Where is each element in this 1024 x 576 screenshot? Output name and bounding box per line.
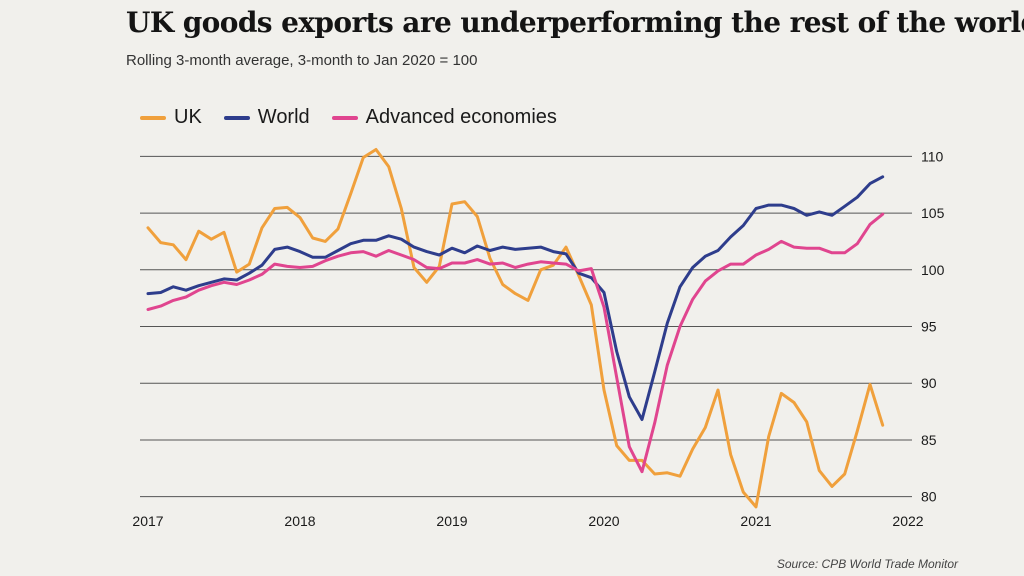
legend-swatch-world [223,115,250,120]
x-tick-label-2020: 2020 [588,513,619,529]
legend-swatch-advanced-economies [331,115,358,120]
series-line-uk [146,148,885,509]
legend-item-uk: UK [140,106,202,129]
x-tick-label-2018: 2018 [284,513,315,529]
gridlines [140,155,912,498]
y-tick-label-100: 100 [921,262,945,278]
source-note: Source: CPB World Trade Monitor [776,557,958,571]
x-tick-label-2019: 2019 [436,513,467,529]
y-tick-label-80: 80 [921,489,937,505]
legend-item-advanced-economies: Advanced economies [331,106,557,129]
series-line-world [146,175,885,421]
chart-subtitle: Rolling 3-month average, 3-month to Jan … [126,52,478,69]
legend-item-world: World [223,106,310,129]
legend-label-world: World [257,106,310,128]
y-tick-label-105: 105 [921,205,945,221]
x-axis-ticks: 2017 2018 2019 2020 2021 2022 [132,513,923,529]
legend-label-advanced-economies: Advanced economies [365,106,557,128]
y-tick-label-90: 90 [921,375,937,391]
y-tick-label-110: 110 [921,148,944,164]
series-lines [146,148,885,509]
x-tick-label-2022: 2022 [892,513,923,529]
y-tick-label-95: 95 [921,319,937,335]
x-tick-label-2017: 2017 [132,513,163,529]
chart-title: UK goods exports are underperforming the… [126,6,1024,39]
legend-swatch-uk [140,115,166,120]
series-line-advanced-economies [146,212,885,474]
y-axis-ticks: 80 85 90 95 100 105 110 [921,148,945,504]
x-tick-label-2021: 2021 [740,513,771,529]
y-tick-label-85: 85 [921,432,937,448]
legend-label-uk: UK [174,106,202,128]
chart-legend: UK World Advanced economies [140,106,557,129]
